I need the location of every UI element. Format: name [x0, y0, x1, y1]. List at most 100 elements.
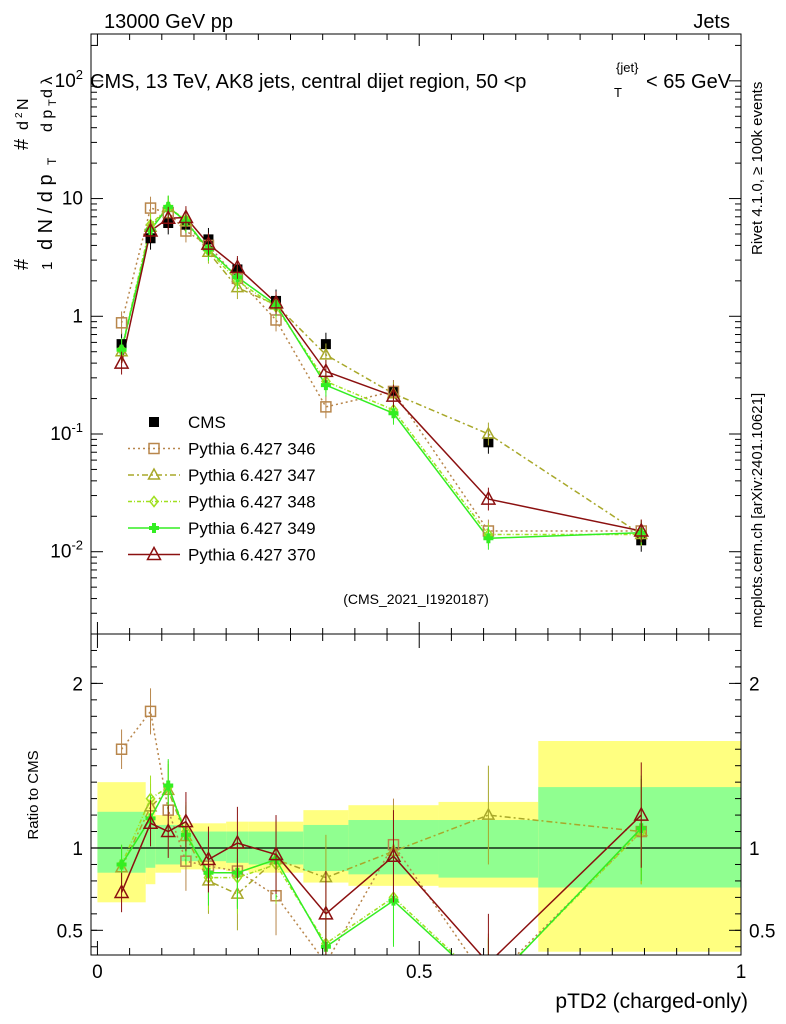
- header-right: Jets: [693, 11, 730, 33]
- svg-text:d N / d p: d N / d p: [35, 174, 57, 250]
- legend-label-cms: CMS: [188, 413, 226, 432]
- point-s370: [633, 522, 650, 537]
- ratio-frame: [90, 633, 742, 956]
- legend-label-s348: Pythia 6.427 348: [188, 493, 316, 512]
- ratio-content: [91, 688, 741, 993]
- legend-marker-s348: [149, 495, 159, 508]
- main-ytick-label: 1: [72, 306, 83, 327]
- svg-text:N: N: [15, 98, 32, 110]
- ratio-point-s349: [483, 983, 493, 993]
- legend-marker-cms: [149, 417, 159, 427]
- main-ytick-label: 102: [55, 67, 83, 92]
- point-s347: [481, 426, 496, 439]
- ratio-point-s349: [116, 859, 127, 870]
- main-ytick-label: 10-2: [50, 538, 83, 563]
- point-s349: [483, 533, 494, 544]
- point-s346: [144, 202, 157, 214]
- point-s370: [160, 209, 176, 225]
- main-ylabel: # 1 d N / d p T # d 2 N d p T d λ: [11, 77, 59, 270]
- svg-text:#: #: [11, 258, 33, 270]
- plot-title: CMS, 13 TeV, AK8 jets, central dijet reg…: [90, 60, 732, 100]
- series-line-s347: [120, 206, 642, 536]
- ratio-point-s370: [178, 813, 194, 828]
- legend: CMS Pythia 6.427 346 Pythia 6.427 347 Pythi…: [128, 413, 316, 565]
- main-panel: 10-2 10-1 1 10 102 CMS Pythia 6.427 346 Pythia …: [50, 33, 742, 635]
- ratio-point-s370: [318, 905, 334, 920]
- point-s370: [268, 294, 284, 309]
- ratio-point-s370: [142, 814, 159, 830]
- ratio-panel: 0.5 0.51 12 20 0.5 1: [57, 633, 775, 993]
- ratio-point-s348: [484, 981, 492, 991]
- legend-marker-s349: [149, 523, 159, 533]
- ratio-point-s346: [483, 978, 493, 988]
- title-end: < 65 GeV: [646, 71, 732, 93]
- ratio-point-s349: [163, 780, 174, 791]
- title-sup: {jet}: [616, 60, 639, 75]
- svg-text:T: T: [45, 157, 59, 165]
- ratio-point-s370: [160, 822, 176, 838]
- ratio-point-s346: [144, 705, 157, 718]
- point-s370: [142, 222, 159, 237]
- point-s370: [385, 387, 402, 402]
- ratio-point-s346: [115, 743, 128, 755]
- svg-text:T: T: [47, 99, 59, 106]
- ratio-point-s370: [268, 846, 284, 861]
- svg-text:d: d: [15, 121, 32, 130]
- ratio-ytick-label-left: 0.5: [57, 921, 83, 942]
- ratio-point-s370: [113, 883, 130, 899]
- point-s370: [229, 258, 246, 274]
- legend-marker-s370: [146, 545, 162, 561]
- main-ytick-label: 10-1: [50, 420, 83, 445]
- main-series-group: [113, 195, 650, 552]
- svg-text:2: 2: [14, 112, 25, 118]
- band-green: [538, 787, 741, 888]
- title-main: CMS, 13 TeV, AK8 jets, central dijet reg…: [90, 71, 526, 93]
- main-ytick-label: 10: [62, 189, 83, 210]
- analysis-label: (CMS_2021_I1920187): [343, 591, 489, 607]
- ratio-point-s370: [200, 850, 217, 866]
- ratio-point-s370: [385, 847, 402, 862]
- svg-text:d p: d p: [39, 110, 56, 132]
- x-tick-label: 0: [92, 962, 103, 983]
- ratio-ytick-label-right: 1: [749, 839, 760, 860]
- ratio-line-s348: [120, 785, 642, 955]
- point-s370: [113, 354, 130, 369]
- point-s346: [115, 317, 128, 329]
- ratio-point-s370: [229, 834, 246, 849]
- point-s370: [318, 362, 334, 378]
- x-tick-label: 0.5: [406, 962, 432, 983]
- svg-text:d λ: d λ: [39, 77, 56, 98]
- header-left: 13000 GeV pp: [104, 11, 233, 33]
- ratio-ytick-label-left: 1: [72, 839, 83, 860]
- legend-marker-s347: [147, 467, 161, 480]
- legend-label-s349: Pythia 6.427 349: [188, 519, 316, 538]
- svg-text:1: 1: [39, 262, 56, 270]
- ratio-point-s346: [321, 958, 331, 968]
- point-s349: [388, 408, 399, 419]
- legend-marker-s346: [148, 442, 160, 455]
- point-s370: [200, 235, 217, 250]
- title-sub: T: [614, 85, 622, 100]
- point-s370: [178, 208, 194, 224]
- svg-text:#: #: [11, 138, 33, 150]
- x-tick-label: 1: [736, 962, 747, 983]
- side-text-top: Rivet 4.1.0, ≥ 100k events: [749, 82, 766, 255]
- series-line-s349: [120, 205, 642, 540]
- point-s346: [320, 401, 332, 413]
- legend-label-s346: Pythia 6.427 346: [188, 440, 316, 459]
- legend-label-s370: Pythia 6.427 370: [188, 546, 316, 565]
- ratio-point-s370: [633, 806, 650, 821]
- ratio-ylabel: Ratio to CMS: [25, 750, 42, 839]
- series-line-s348: [120, 206, 642, 536]
- ratio-ytick-label-left: 2: [72, 674, 83, 695]
- ratio-ytick-label-right: 2: [749, 674, 760, 695]
- x-axis-label: pTD2 (charged-only): [555, 990, 748, 1013]
- point-s370: [480, 490, 497, 505]
- ratio-point-s370: [488, 954, 489, 955]
- ratio-point-s347: [481, 807, 496, 820]
- point-s347: [319, 347, 333, 360]
- legend-label-s347: Pythia 6.427 347: [188, 466, 316, 485]
- side-text-bottom: mcplots.cern.ch [arXiv:2401.10621]: [749, 393, 766, 628]
- ratio-ytick-label-right: 0.5: [749, 921, 775, 942]
